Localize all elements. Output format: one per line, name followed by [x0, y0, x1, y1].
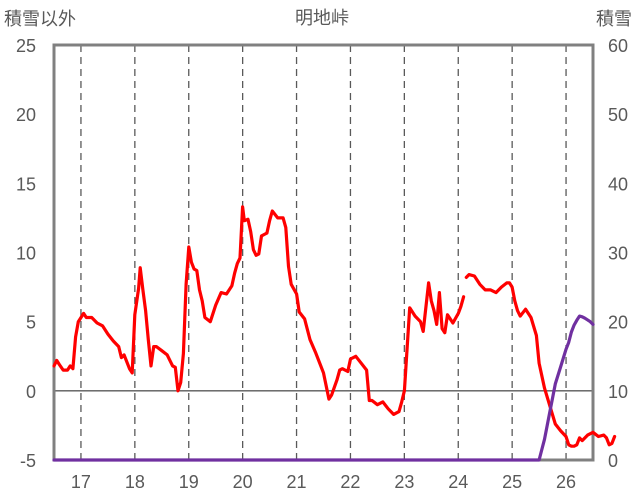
- series-lines: [52, 205, 617, 462]
- tick-labels: 17 18 19 20 21 22 23 24 25 26 -5 0 5 10 15 20 25 0 10 20 30 4…: [16, 36, 628, 492]
- temperature-series-line: [464, 273, 617, 448]
- left-y-tick-label: 15: [16, 174, 36, 194]
- x-tick-label: 25: [502, 472, 522, 492]
- x-tick-label: 21: [287, 472, 307, 492]
- left-y-tick-label: 0: [26, 382, 36, 402]
- x-tick-label: 23: [394, 472, 414, 492]
- x-tick-label: 20: [233, 472, 253, 492]
- right-y-tick-label: 50: [608, 105, 628, 125]
- right-axis-title: 積雪: [596, 9, 632, 30]
- left-y-tick-label: 5: [26, 313, 36, 333]
- x-tick-label: 22: [340, 472, 360, 492]
- right-y-tick-label: 10: [608, 382, 628, 402]
- right-y-tick-label: 20: [608, 313, 628, 333]
- left-y-tick-label: 10: [16, 244, 36, 264]
- right-y-tick-label: 40: [608, 174, 628, 194]
- x-tick-label: 24: [448, 472, 468, 492]
- left-y-tick-label: -5: [20, 451, 36, 471]
- snow-depth-series-line: [52, 314, 595, 462]
- right-y-tick-label: 60: [608, 36, 628, 56]
- left-y-tick-label: 20: [16, 105, 36, 125]
- left-axis-title: 積雪以外: [4, 9, 76, 30]
- chart-title: 明地峠: [295, 8, 349, 29]
- temperature-series-line: [52, 205, 466, 416]
- x-tick-label: 17: [71, 472, 91, 492]
- x-tick-label: 18: [125, 472, 145, 492]
- x-tick-label: 19: [179, 472, 199, 492]
- grid-lines: [54, 45, 593, 460]
- x-tick-label: 26: [556, 472, 576, 492]
- right-y-tick-label: 0: [608, 451, 618, 471]
- right-y-tick-label: 30: [608, 244, 628, 264]
- left-y-tick-label: 25: [16, 36, 36, 56]
